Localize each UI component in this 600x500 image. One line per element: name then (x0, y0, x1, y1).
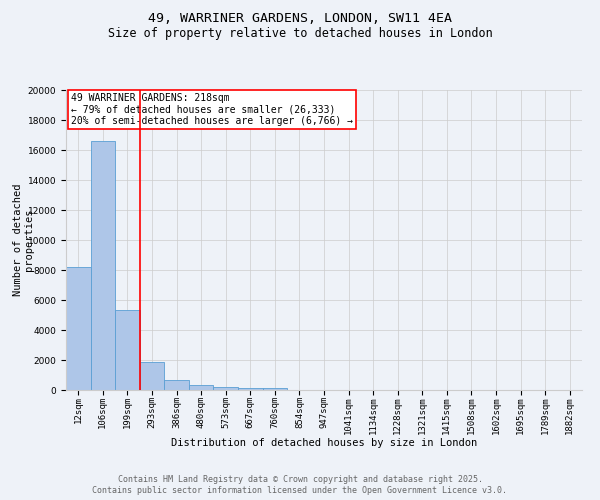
Bar (189, 385, 214, 390)
Bar (91, 141, 115, 390)
Bar (263, 388, 287, 390)
Text: 49 WARRINER GARDENS: 218sqm
← 79% of detached houses are smaller (26,333)
20% of: 49 WARRINER GARDENS: 218sqm ← 79% of det… (71, 93, 353, 126)
Text: Contains public sector information licensed under the Open Government Licence v3: Contains public sector information licen… (92, 486, 508, 495)
Bar (115, 310, 140, 390)
Bar (214, 386, 238, 390)
Text: Contains HM Land Registry data © Crown copyright and database right 2025.: Contains HM Land Registry data © Crown c… (118, 475, 482, 484)
Y-axis label: Number of detached
properties: Number of detached properties (13, 184, 34, 296)
X-axis label: Distribution of detached houses by size in London: Distribution of detached houses by size … (171, 438, 477, 448)
Text: Size of property relative to detached houses in London: Size of property relative to detached ho… (107, 28, 493, 40)
Bar (238, 388, 263, 390)
Bar (140, 362, 164, 390)
Text: 49, WARRINER GARDENS, LONDON, SW11 4EA: 49, WARRINER GARDENS, LONDON, SW11 4EA (148, 12, 452, 26)
Bar (164, 380, 189, 390)
Bar (66, 267, 91, 390)
